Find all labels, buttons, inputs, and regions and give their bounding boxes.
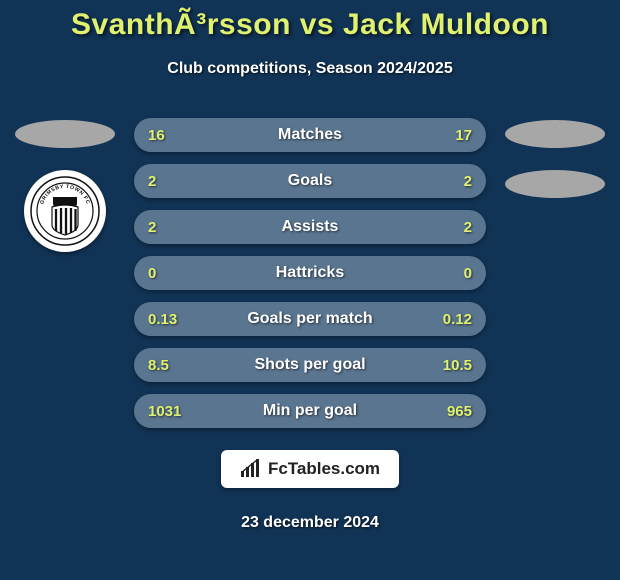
- club-badge-placeholder: [505, 170, 605, 198]
- page-title: SvanthÃ³rsson vs Jack Muldoon: [0, 8, 620, 42]
- infographic-root: SvanthÃ³rsson vs Jack Muldoon Club compe…: [0, 0, 620, 580]
- page-subtitle: Club competitions, Season 2024/2025: [0, 60, 620, 78]
- left-column: GRIMSBY TOWN FC: [10, 118, 120, 252]
- stat-value-right: 0.12: [432, 311, 472, 328]
- stat-row: 8.5Shots per goal10.5: [134, 348, 486, 382]
- player-photo-placeholder: [505, 120, 605, 148]
- stat-value-left: 2: [148, 173, 188, 190]
- stat-value-right: 965: [432, 403, 472, 420]
- footer-date: 23 december 2024: [0, 514, 620, 532]
- stat-row: 2Goals2: [134, 164, 486, 198]
- stat-value-right: 10.5: [432, 357, 472, 374]
- stat-value-left: 8.5: [148, 357, 188, 374]
- club-badge: GRIMSBY TOWN FC: [24, 170, 106, 252]
- stat-row: 0Hattricks0: [134, 256, 486, 290]
- source-logo: FcTables.com: [221, 450, 399, 488]
- stat-value-right: 17: [432, 127, 472, 144]
- stat-row: 0.13Goals per match0.12: [134, 302, 486, 336]
- stat-row: 1031Min per goal965: [134, 394, 486, 428]
- stat-value-left: 0.13: [148, 311, 188, 328]
- stat-value-left: 2: [148, 219, 188, 236]
- club-crest-icon: GRIMSBY TOWN FC: [30, 176, 100, 246]
- stat-value-left: 1031: [148, 403, 188, 420]
- bar-chart-icon: [240, 459, 262, 479]
- source-logo-text: FcTables.com: [268, 459, 380, 479]
- stat-value-left: 0: [148, 265, 188, 282]
- comparison-rows: 16Matches17 2Goals2 2Assists2 0Hattricks0 0.…: [134, 118, 486, 428]
- stat-value-left: 16: [148, 127, 188, 144]
- right-column: [500, 118, 610, 198]
- stat-value-right: 2: [432, 173, 472, 190]
- player-photo-placeholder: [15, 120, 115, 148]
- stat-row: 2Assists2: [134, 210, 486, 244]
- stat-value-right: 2: [432, 219, 472, 236]
- stat-value-right: 0: [432, 265, 472, 282]
- stats-area: GRIMSBY TOWN FC 16Matches17 2Goals2 2Assis…: [0, 118, 620, 428]
- stat-row: 16Matches17: [134, 118, 486, 152]
